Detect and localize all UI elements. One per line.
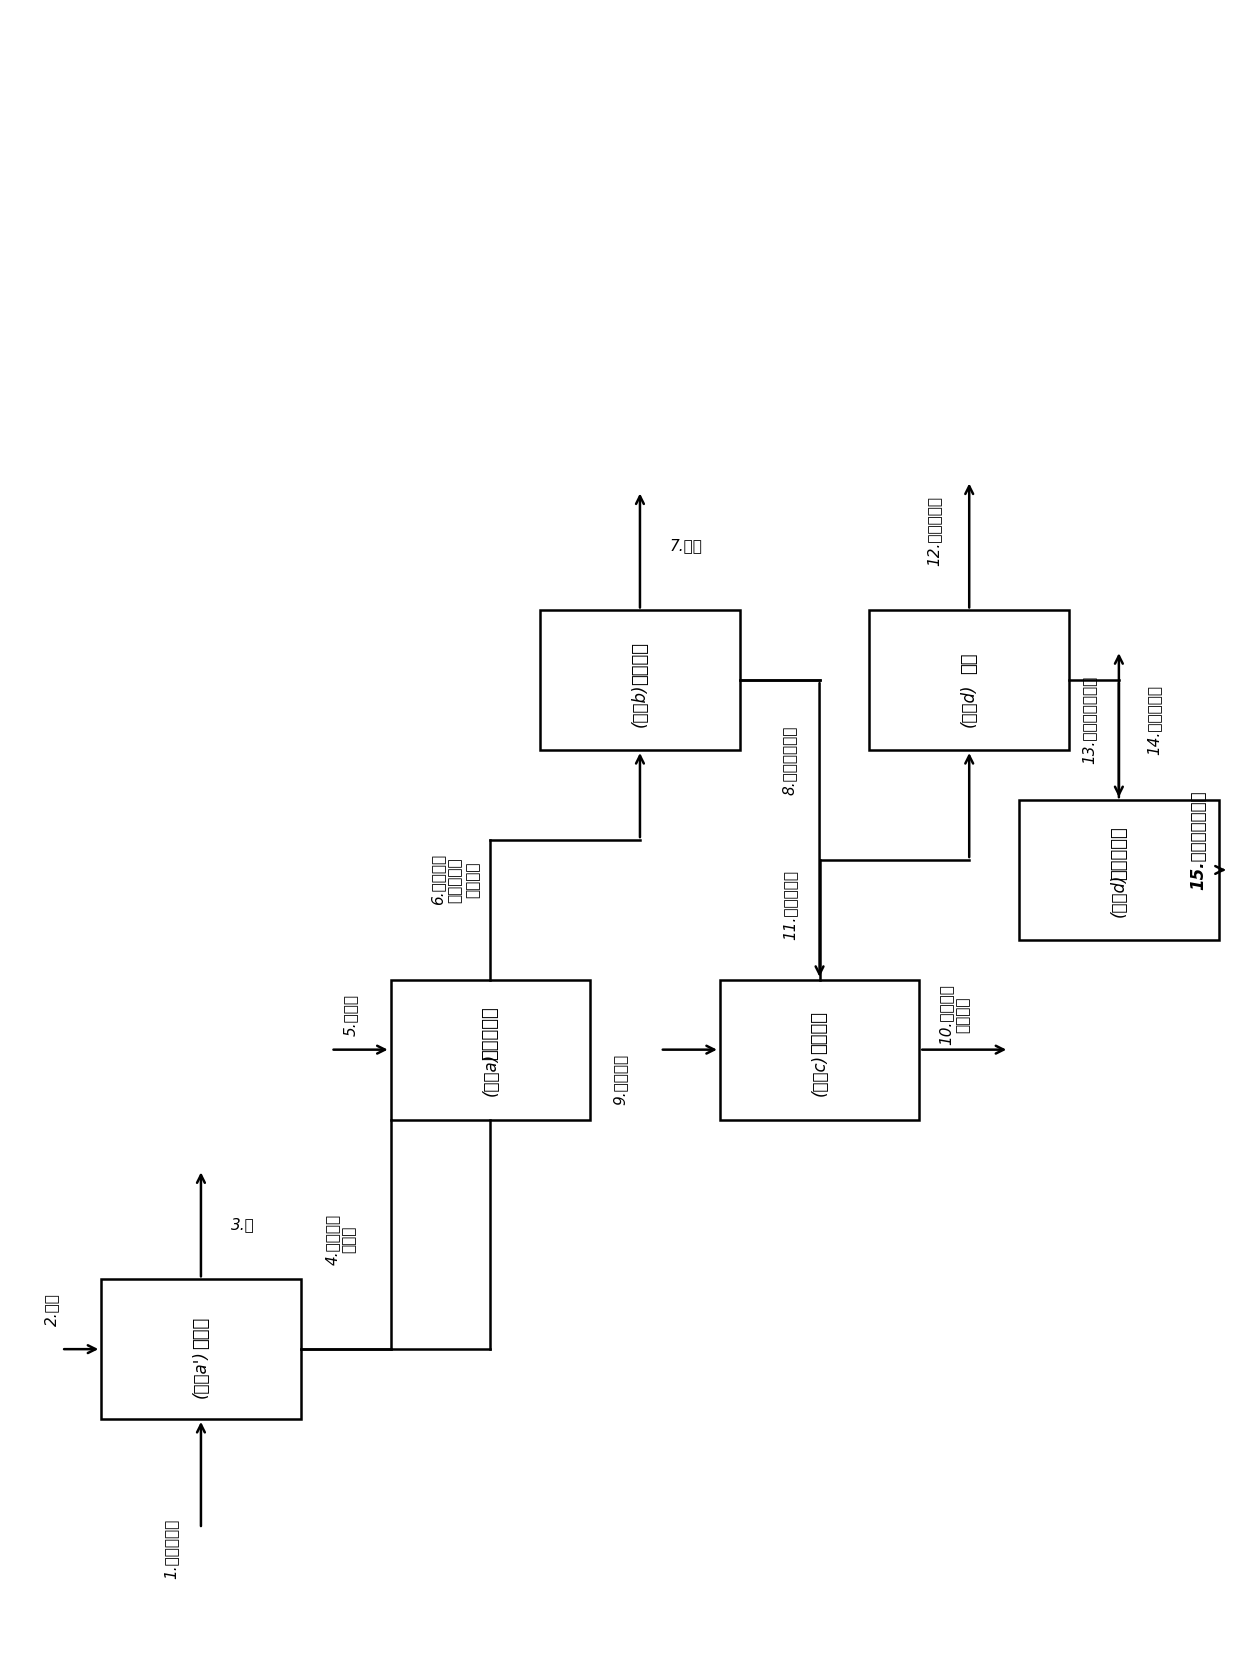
Text: (步骤d): (步骤d) [1110, 873, 1128, 916]
Bar [1019, 800, 1219, 940]
Text: (步骤a'): (步骤a') [192, 1351, 210, 1398]
Text: (步骤b): (步骤b) [631, 683, 649, 727]
Text: 7.乙酸: 7.乙酸 [670, 539, 703, 554]
Text: 乙酰化反应: 乙酰化反应 [481, 1007, 500, 1060]
Bar [541, 611, 740, 750]
Text: 2.乙酸: 2.乙酸 [43, 1292, 58, 1326]
Text: 11.氯化粗产物: 11.氯化粗产物 [782, 869, 797, 940]
Text: 水蒸馏: 水蒸馏 [192, 1316, 210, 1349]
Text: 蒸馏: 蒸馏 [960, 653, 978, 675]
Text: 13.部分纯化氯化物: 13.部分纯化氯化物 [1081, 676, 1096, 763]
Text: 3.水: 3.水 [231, 1217, 254, 1232]
Text: 1.乳酸水溶液: 1.乳酸水溶液 [164, 1519, 179, 1579]
Bar [719, 980, 919, 1119]
Text: 4.在乙酸中
的乳酸: 4.在乙酸中 的乳酸 [325, 1213, 357, 1265]
Text: 9.亚硫酰氯: 9.亚硫酰氯 [613, 1054, 627, 1106]
Text: 15.乙酰氧基丙酰氯: 15.乙酰氧基丙酰氯 [1189, 790, 1208, 889]
Text: 氯化反应: 氯化反应 [811, 1012, 828, 1054]
Text: 5.乙酸酐: 5.乙酸酐 [343, 993, 358, 1035]
Text: (步骤a): (步骤a) [481, 1054, 500, 1096]
Text: 14.高沸点杂质: 14.高沸点杂质 [1146, 685, 1162, 755]
Text: (步骤d): (步骤d) [960, 683, 978, 727]
Text: 氯化物蒸馏: 氯化物蒸馏 [1110, 826, 1128, 879]
Text: (步骤c): (步骤c) [811, 1054, 828, 1096]
Bar [391, 980, 590, 1119]
Text: 6.乙酰氧基
丙酸在乙酸
中的溶液: 6.乙酰氧基 丙酸在乙酸 中的溶液 [430, 854, 480, 906]
Text: 乙酸蒸馏: 乙酸蒸馏 [631, 643, 649, 685]
Bar [869, 611, 1069, 750]
Bar [102, 1279, 301, 1420]
Text: 12.低沸点杂质: 12.低沸点杂质 [926, 495, 942, 565]
Text: 8.乙酰氧基丙酸: 8.乙酰氧基丙酸 [782, 725, 797, 795]
Text: 10.氯化氢和
二氧化硫: 10.氯化氢和 二氧化硫 [937, 985, 971, 1045]
